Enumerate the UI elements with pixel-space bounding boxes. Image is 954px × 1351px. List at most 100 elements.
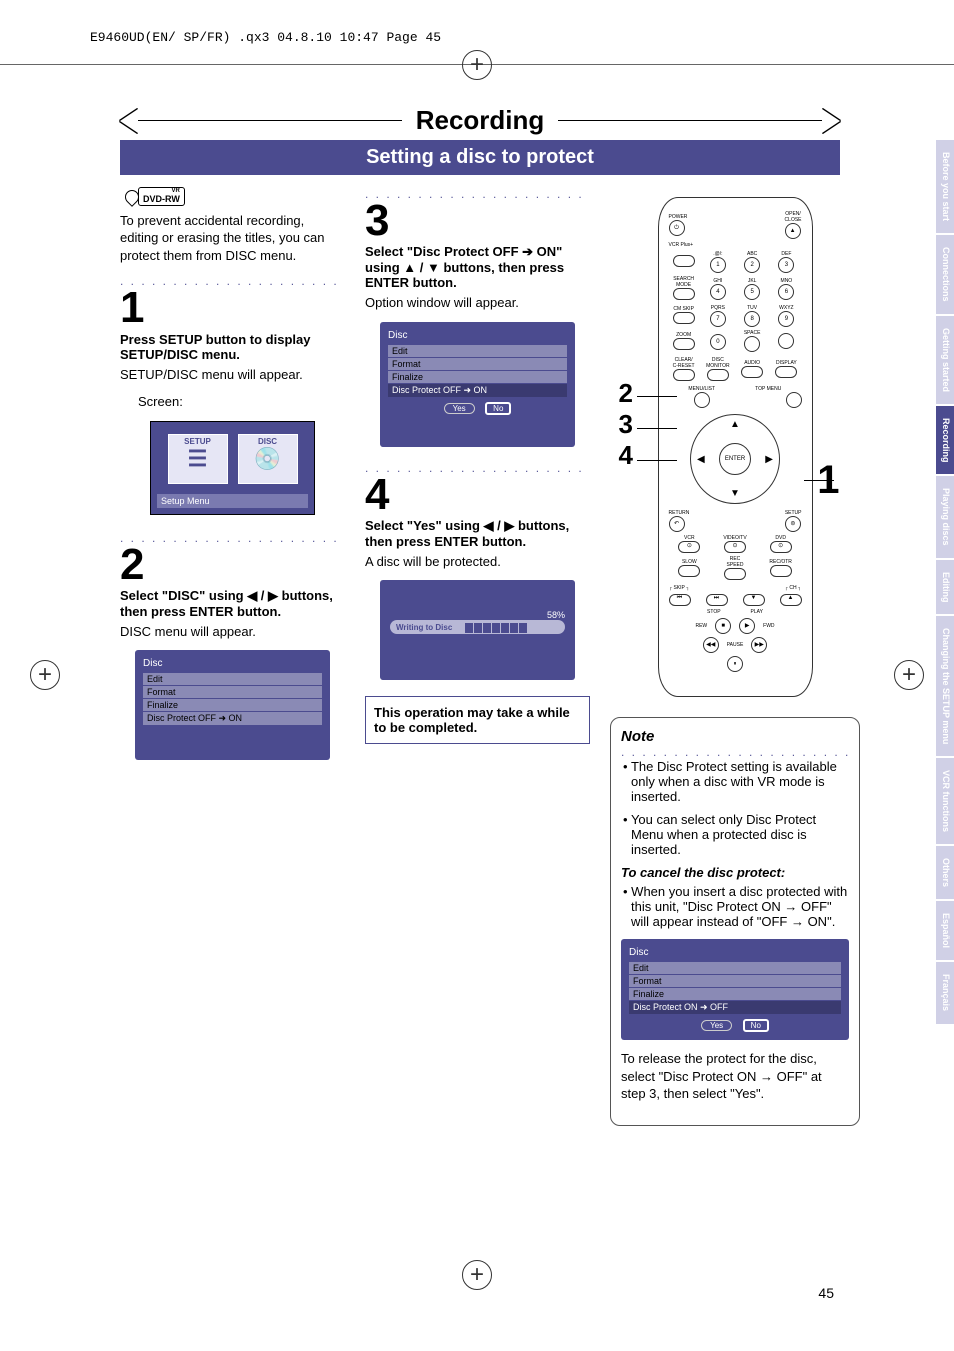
dots-divider: . . . . . . . . . . . . . . . . . . . . … xyxy=(621,745,849,759)
disc-menu-panel-1: Disc EditFormatFinalizeDisc Protect OFF … xyxy=(135,650,330,760)
remote-side-button xyxy=(673,288,695,300)
column-3: 2 3 4 1 POWER⏻ OPEN/ CLOSE▲ VCR Plus+ .@… xyxy=(610,187,860,1126)
remote-speed-button xyxy=(770,565,792,577)
progress-label: Writing to Disc xyxy=(396,623,452,632)
remote-speed-button xyxy=(724,568,746,580)
registration-mark-left xyxy=(30,660,60,690)
side-tab: Changing the SETUP menu xyxy=(936,616,954,758)
setup-box-setup: SETUP ☰ xyxy=(168,434,228,484)
disc-menu-panel-2: Disc EditFormatFinalizeDisc Protect OFF … xyxy=(380,322,575,447)
cancel-bullet-list: When you insert a disc protected with th… xyxy=(621,884,849,929)
remote-media-button: ⊙ xyxy=(724,541,746,553)
remote-button xyxy=(741,366,763,378)
registration-mark-bottom xyxy=(462,1260,492,1290)
operation-note: This operation may take a while to be co… xyxy=(365,696,590,744)
callout-line xyxy=(637,428,677,429)
progress-segment xyxy=(519,623,527,633)
panel-title: Disc xyxy=(629,947,841,958)
no-button: No xyxy=(485,402,511,415)
stop-label: STOP xyxy=(707,609,721,615)
dots-divider: . . . . . . . . . . . . . . . . . . . . … xyxy=(365,461,590,475)
step-1-body: SETUP/DISC menu will appear. xyxy=(120,366,345,384)
return-button: ↶ xyxy=(669,516,685,532)
column-2: . . . . . . . . . . . . . . . . . . . . … xyxy=(365,187,590,1126)
yes-button: Yes xyxy=(444,403,475,414)
intro-paragraph: To prevent accidental recording, editing… xyxy=(120,212,345,265)
side-tab: Before you start xyxy=(936,140,954,235)
chevron-left-icon xyxy=(120,109,138,133)
registration-mark-top xyxy=(462,50,492,80)
note-box: Note . . . . . . . . . . . . . . . . . .… xyxy=(610,717,860,1126)
ch-label: CH xyxy=(789,585,796,591)
panel-row: Format xyxy=(629,975,841,987)
setup-box-label-2: DISC xyxy=(239,437,297,446)
setup-caption: Setup Menu xyxy=(157,494,308,508)
subtitle-bar: Setting a disc to protect xyxy=(120,140,840,175)
progress-segment xyxy=(465,623,473,633)
step-3-body: Option window will appear. xyxy=(365,294,590,312)
page-number: 45 xyxy=(818,1285,834,1301)
screen-label: Screen: xyxy=(138,393,345,411)
title-line-right xyxy=(558,120,822,121)
panel-row: Format xyxy=(143,686,322,698)
remote-media-button: ⊙ xyxy=(678,541,700,553)
open-close-label: OPEN/ CLOSE xyxy=(785,211,802,223)
no-button: No xyxy=(743,1019,769,1032)
side-tab: Recording xyxy=(936,406,954,477)
fwd-button: ▶▶ xyxy=(751,637,767,653)
rew-button: ◀◀ xyxy=(703,637,719,653)
panel-row: Finalize xyxy=(629,988,841,1000)
note-title: Note xyxy=(621,728,849,745)
remote-speed-button xyxy=(678,565,700,577)
side-tab: Français xyxy=(936,962,954,1025)
side-tab: Getting started xyxy=(936,316,954,406)
remote-number-button: 4 xyxy=(710,284,726,300)
panel-row: Disc Protect OFF ➜ ON xyxy=(143,712,322,725)
remote-media-button: ⊙ xyxy=(770,541,792,553)
remote-button xyxy=(775,366,797,378)
progress-segment xyxy=(501,623,509,633)
setup-button: ⊜ xyxy=(785,516,801,532)
remote-number-button xyxy=(778,333,794,349)
step-2-heading: Select "DISC" using ◀ / ▶ buttons, then … xyxy=(120,588,345,619)
side-tab: Others xyxy=(936,846,954,901)
dpad-right-icon: ▶ xyxy=(765,454,773,465)
callout-line xyxy=(637,396,677,397)
key-label: DISC MONITOR xyxy=(703,357,733,369)
panel-row: Disc Protect OFF ➜ ON xyxy=(388,384,567,397)
registration-mark-right xyxy=(894,660,924,690)
disc-menu-panel-cancel: Disc EditFormatFinalizeDisc Protect ON ➜… xyxy=(621,939,849,1040)
remote-number-button: 7 xyxy=(710,311,726,327)
panel-row: Edit xyxy=(388,345,567,357)
progress-bar: Writing to Disc xyxy=(390,620,565,634)
progress-segment xyxy=(474,623,482,633)
progress-segment xyxy=(483,623,491,633)
callout-numbers-left: 2 3 4 xyxy=(619,378,633,472)
step-2-number: 2 xyxy=(120,547,345,582)
return-label: RETURN xyxy=(669,510,690,516)
panel-row: Format xyxy=(388,358,567,370)
step-4-heading: Select "Yes" using ◀ / ▶ buttons, then p… xyxy=(365,518,590,549)
side-tab: Connections xyxy=(936,235,954,316)
vcrplus-label: VCR Plus+ xyxy=(669,242,694,248)
dvd-rw-label: DVD-RW xyxy=(143,194,180,204)
open-close-button: ▲ xyxy=(785,223,801,239)
remote-number-button: 9 xyxy=(778,311,794,327)
dots-divider: . . . . . . . . . . . . . . . . . . . . … xyxy=(365,187,590,201)
cancel-heading: To cancel the disc protect: xyxy=(621,865,849,880)
menulist-button xyxy=(694,392,710,408)
source-file-header: E9460UD(EN/ SP/FR) .qx3 04.8.10 10:47 Pa… xyxy=(0,0,954,45)
progress-percent: 58% xyxy=(390,610,565,620)
remote-number-button: 6 xyxy=(778,284,794,300)
dpad-down-icon: ▼ xyxy=(730,488,740,499)
step-1-number: 1 xyxy=(120,290,345,325)
panel-row: Disc Protect ON ➜ OFF xyxy=(629,1001,841,1014)
callout-3: 3 xyxy=(619,409,633,440)
disc-icon: 💿 xyxy=(254,446,281,472)
key-label: SEARCH MODE xyxy=(669,276,699,288)
skip-back-button: ⏮ xyxy=(669,594,691,606)
side-tab: Editing xyxy=(936,560,954,617)
yes-button: Yes xyxy=(701,1020,732,1031)
step-2-body: DISC menu will appear. xyxy=(120,623,345,641)
note-footer: To release the protect for the disc, sel… xyxy=(621,1050,849,1103)
